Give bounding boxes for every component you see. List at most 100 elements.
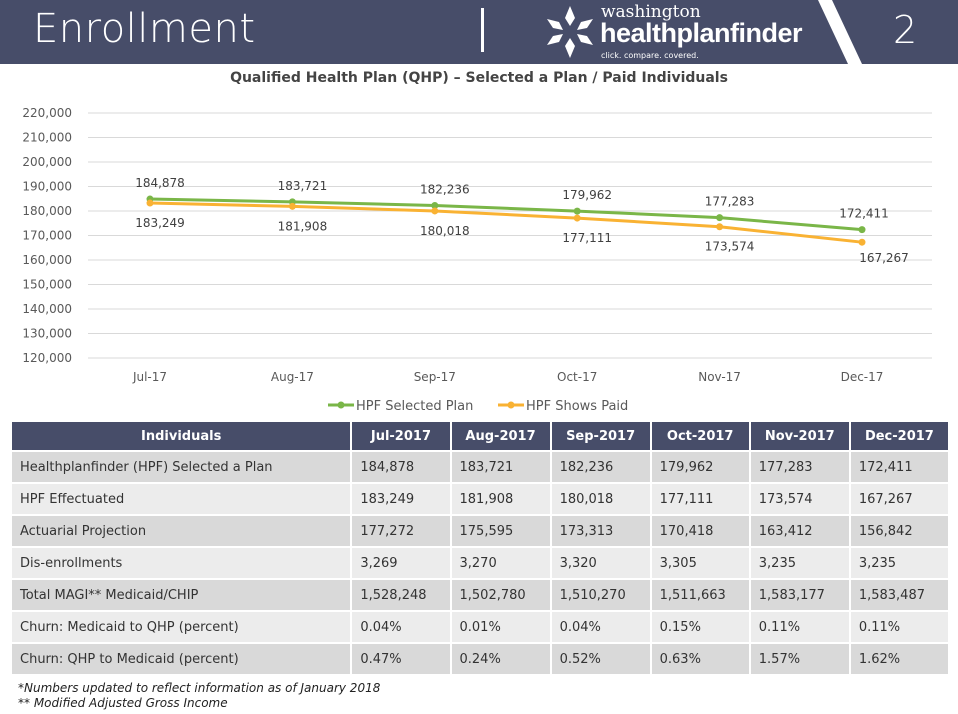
table-cell: 182,236 [549,450,652,484]
data-label: 183,249 [135,216,185,230]
table-row: Dis-enrollments 3,269 3,270 3,320 3,305 3,235… [9,546,951,580]
data-label: 173,574 [705,240,755,254]
data-point [431,202,439,210]
table-cell: 175,595 [449,514,552,548]
table-cell: 0.11% [748,610,851,644]
footnote-1: *Numbers updated to reflect information … [18,681,381,695]
row-label: HPF Effectuated [9,482,353,516]
column-header: Nov-2017 [748,420,851,452]
data-label: 177,111 [562,231,612,245]
table-cell: 173,574 [748,482,851,516]
row-label: Churn: QHP to Medicaid (percent) [9,642,353,676]
table-cell: 3,235 [748,546,851,580]
x-tick-label: Nov-17 [698,370,741,384]
table-cell: 3,269 [350,546,452,580]
data-point [716,223,724,231]
column-header: Oct-2017 [649,420,751,452]
data-label: 167,267 [859,251,909,265]
table-cell: 167,267 [848,482,951,516]
table-cell: 1,528,248 [350,578,452,612]
table-cell: 163,412 [748,514,851,548]
series-line [149,201,863,244]
table-cell: 0.15% [649,610,751,644]
table-cell: 1,502,780 [449,578,552,612]
table-row: Healthplanfinder (HPF) Selected a Plan 18… [9,450,951,484]
x-tick-label: Oct-17 [557,370,597,384]
table-row: HPF Effectuated 183,249 181,908 180,018 177,… [9,482,951,516]
legend-marker [507,401,515,409]
table-header-row: Individuals Jul-2017 Aug-2017 Sep-2017 Oct-2… [9,420,951,452]
divider [481,8,484,52]
logo-star-icon [547,6,593,58]
column-header: Jul-2017 [350,420,452,452]
table-cell: 1,583,177 [748,578,851,612]
table-cell: 156,842 [848,514,951,548]
column-header: Aug-2017 [449,420,552,452]
legend-marker [337,401,345,409]
table-cell: 170,418 [649,514,751,548]
table-cell: 1,511,663 [649,578,751,612]
table-row: Churn: QHP to Medicaid (percent) 0.47% 0.2… [9,642,951,676]
table-cell: 177,283 [748,450,851,484]
table-cell: 179,962 [649,450,751,484]
y-tick-label: 140,000 [22,302,72,316]
table-cell: 3,320 [549,546,652,580]
table-cell: 184,878 [350,450,452,484]
table-cell: 0.52% [549,642,652,676]
table-cell: 0.63% [649,642,751,676]
table-cell: 1,510,270 [549,578,652,612]
data-point [573,207,581,215]
table-cell: 183,249 [350,482,452,516]
enrollment-table: Individuals Jul-2017 Aug-2017 Sep-2017 Oct-2… [9,420,951,676]
footnote-2: ** Modified Adjusted Gross Income [18,696,228,710]
column-header: Sep-2017 [549,420,652,452]
data-label: 183,721 [278,179,328,193]
table-cell: 0.47% [350,642,452,676]
y-tick-label: 120,000 [22,351,72,365]
x-tick-label: Dec-17 [841,370,884,384]
y-tick-label: 170,000 [22,229,72,243]
table-cell: 1,583,487 [848,578,951,612]
table-cell: 0.04% [350,610,452,644]
legend-label: HPF Selected Plan [356,399,473,414]
table-cell: 3,270 [449,546,552,580]
table-row: Total MAGI** Medicaid/CHIP 1,528,248 1,502… [9,578,951,612]
data-point [716,214,724,222]
y-tick-label: 220,000 [22,106,72,120]
y-tick-label: 180,000 [22,204,72,218]
y-tick-label: 160,000 [22,253,72,267]
table-cell: 0.01% [449,610,552,644]
data-point [288,202,296,210]
data-label: 177,283 [705,195,755,209]
data-point [146,199,154,207]
column-header: Dec-2017 [848,420,951,452]
data-label: 179,962 [562,188,612,202]
table-cell: 3,235 [848,546,951,580]
table-cell: 1.57% [748,642,851,676]
table-cell: 172,411 [848,450,951,484]
row-label: Churn: Medicaid to QHP (percent) [9,610,353,644]
row-label: Total MAGI** Medicaid/CHIP [9,578,353,612]
y-tick-label: 190,000 [22,180,72,194]
y-tick-label: 130,000 [22,327,72,341]
x-tick-label: Aug-17 [271,370,314,384]
column-header: Individuals [9,420,353,452]
table-cell: 173,313 [549,514,652,548]
chart-title: Qualified Health Plan (QHP) – Selected a… [230,70,728,86]
table-cell: 177,272 [350,514,452,548]
data-point [431,207,439,215]
data-label: 172,411 [839,207,889,221]
data-label: 181,908 [278,219,328,233]
page-number: 2 [893,8,918,52]
row-label: Dis-enrollments [9,546,353,580]
table-row: Actuarial Projection 177,272 175,595 173,31… [9,514,951,548]
slide-title: Enrollment [33,6,256,52]
table-cell: 177,111 [649,482,751,516]
slash-decoration [818,0,862,64]
table-row: Churn: Medicaid to QHP (percent) 0.04% 0.0… [9,610,951,644]
x-tick-label: Sep-17 [414,370,456,384]
data-point [858,226,866,234]
y-tick-label: 210,000 [22,131,72,145]
line-chart: 120,000 130,000 140,000 150,000 160,000 170,0… [22,106,932,414]
row-label: Actuarial Projection [9,514,353,548]
